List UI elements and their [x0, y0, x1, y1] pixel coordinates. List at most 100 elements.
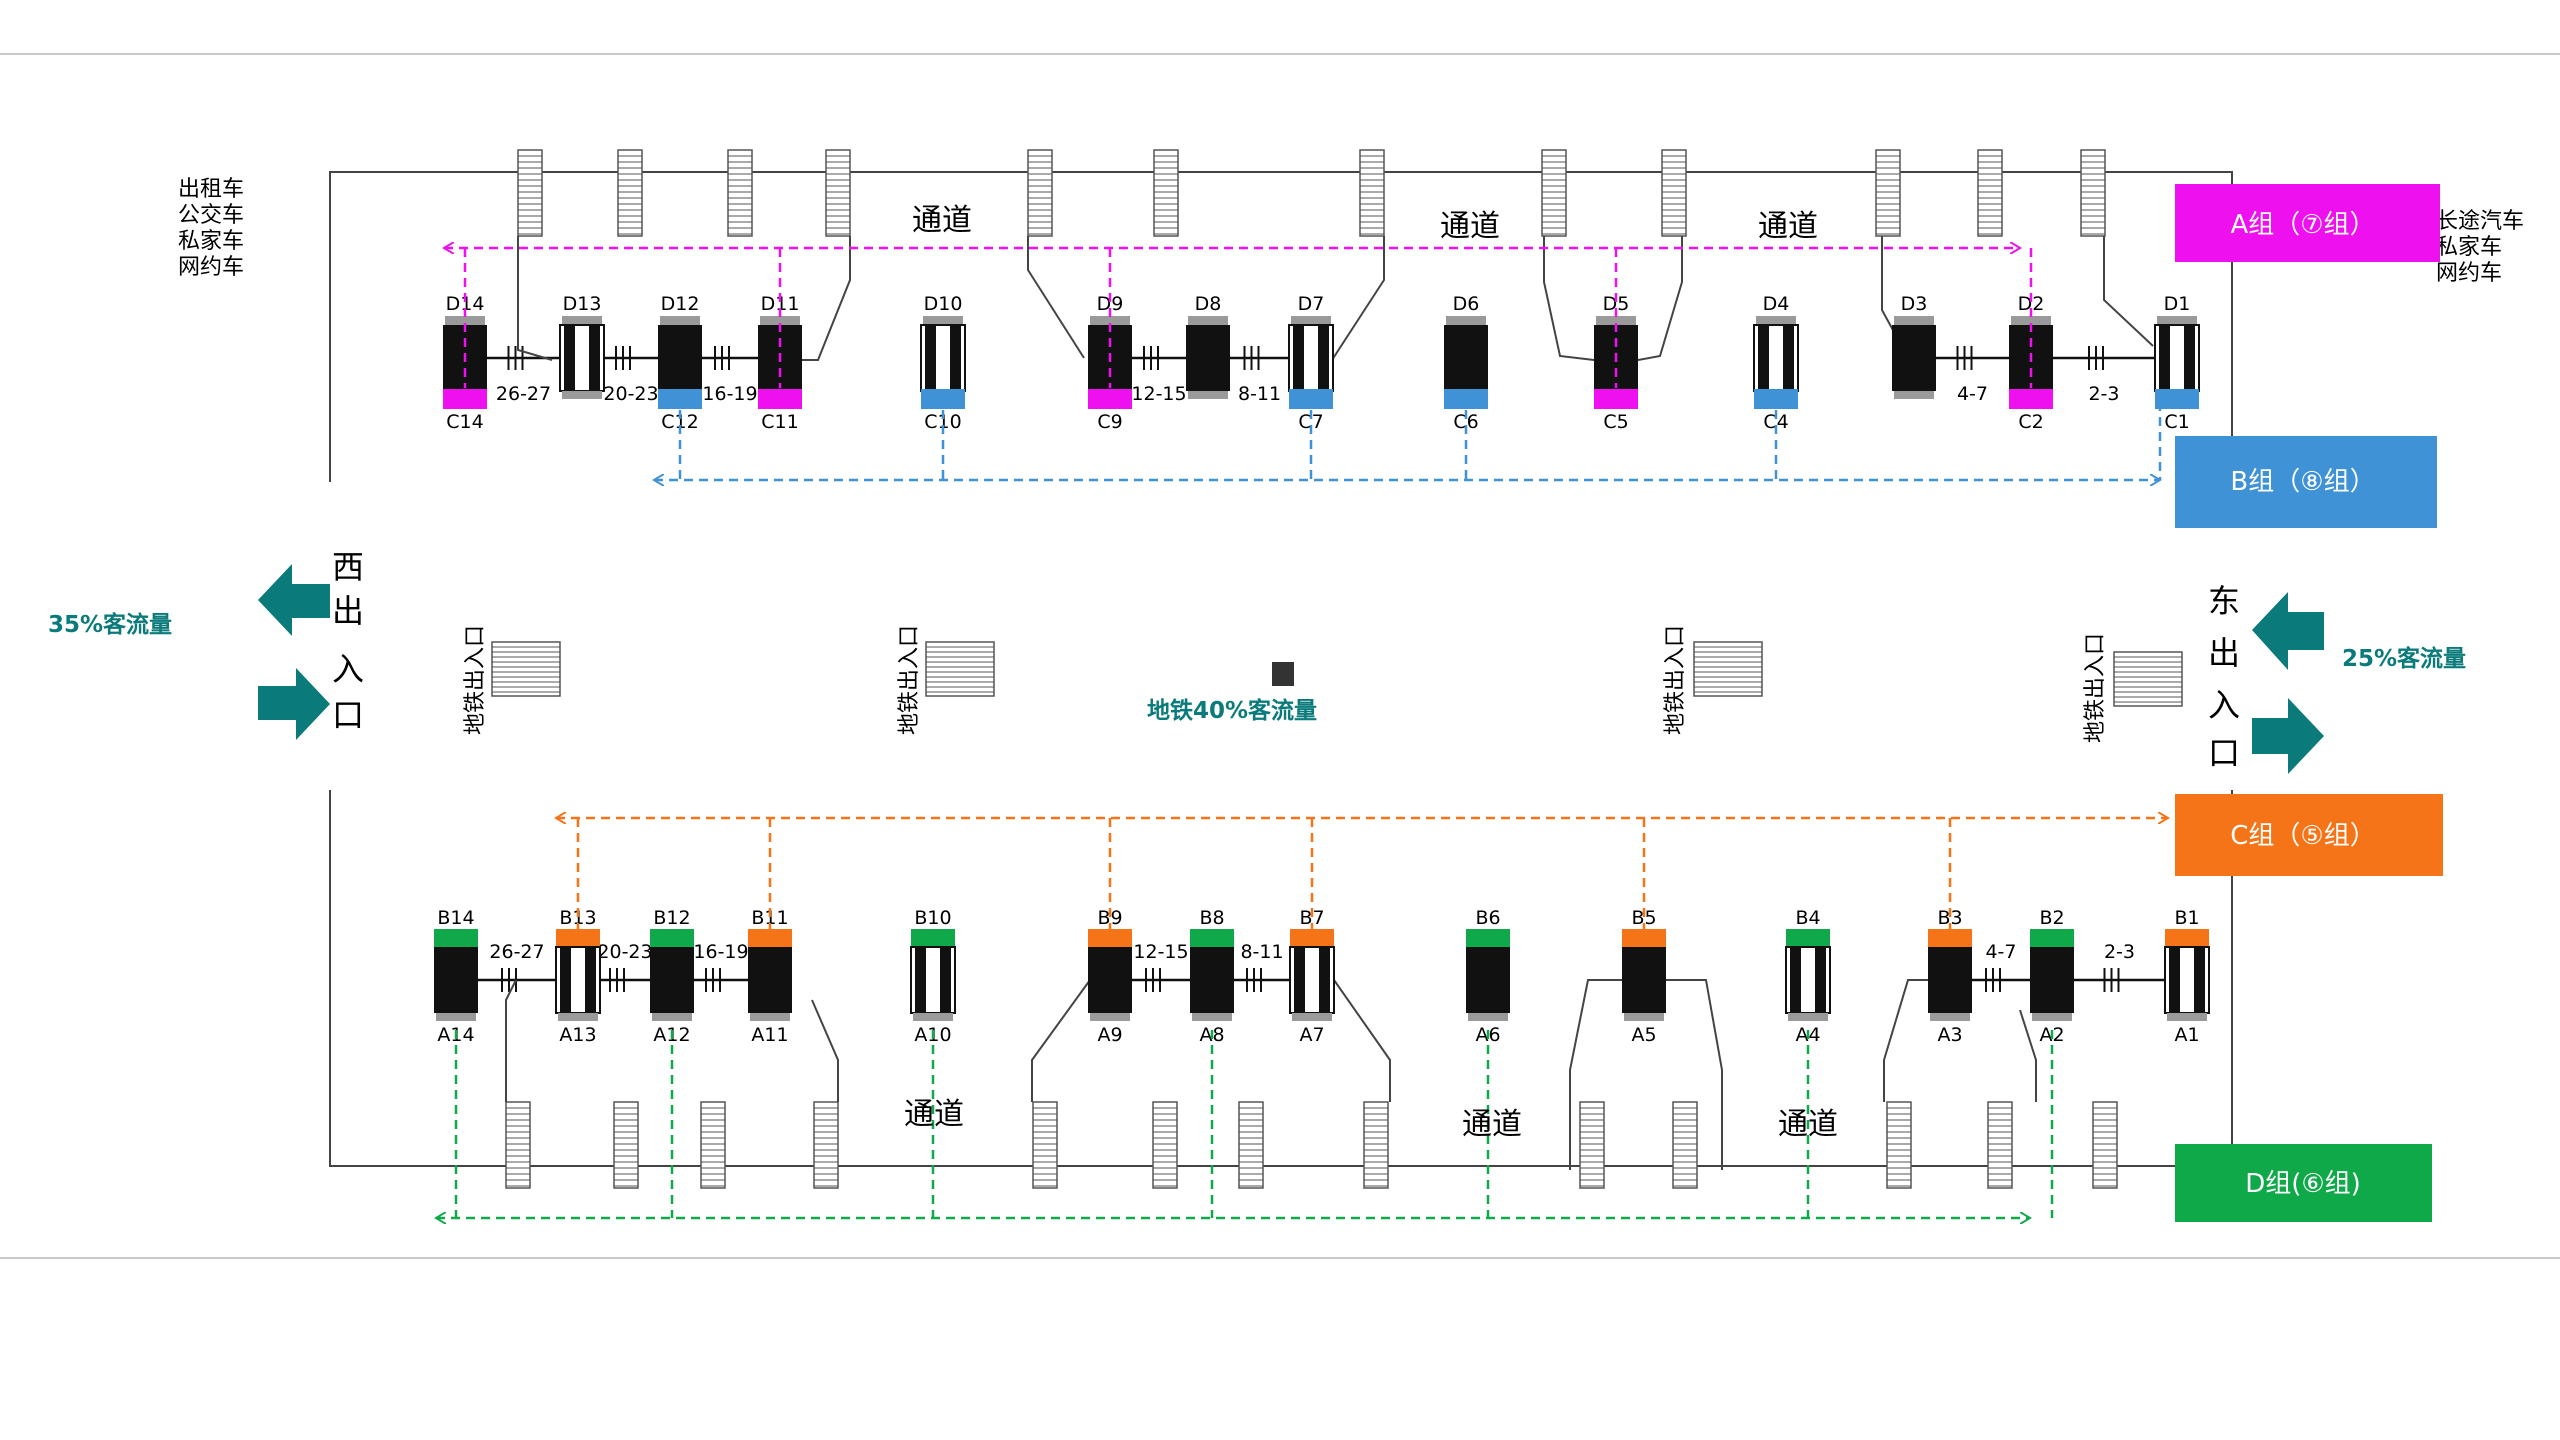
metro-stair-4-frame — [2113, 651, 2183, 707]
stand-upper-label: D13 — [563, 293, 602, 315]
stand-pillar-left — [2169, 947, 2180, 1013]
stand-lower-label: C10 — [924, 411, 961, 433]
top-stair-9-frame — [1661, 149, 1687, 237]
vehicle-right-1: 私家车 — [2436, 235, 2502, 260]
stand-pillar-right — [950, 325, 961, 391]
stand-d13: D13 — [559, 293, 605, 399]
vehicle-list-right: 长途汽车 私家车 网约车 — [2436, 209, 2524, 286]
passage-label-bottom-3: 通道 — [1778, 1107, 1838, 1142]
top-stair-8-frame — [1541, 149, 1567, 237]
stand-group-marker — [911, 929, 955, 949]
stand-body — [1892, 325, 1936, 391]
stand-upper-label: B1 — [2174, 907, 2199, 929]
stand-lower-label: C6 — [1453, 411, 1478, 433]
metro-stair-3 — [1693, 641, 1763, 697]
west-enter-arrow-icon — [258, 668, 330, 740]
stand-pillar-right — [585, 947, 596, 1013]
bottom-stair-4 — [813, 1101, 839, 1189]
bottom-passage-right-a — [1569, 979, 1622, 1170]
top-stair-10 — [1875, 149, 1901, 237]
stand-lower-label: C7 — [1298, 411, 1323, 433]
top-link-2: 20-23 — [603, 346, 659, 405]
stand-b13: B13 A13 — [555, 907, 601, 1046]
vehicle-right-0: 长途汽车 — [2436, 209, 2524, 234]
bottom-passage-mid-b — [1333, 979, 1391, 1102]
bottom-stair-5 — [1032, 1101, 1058, 1189]
stand-upper-label: D3 — [1901, 293, 1928, 315]
stand-group-marker — [1444, 389, 1488, 409]
stand-roof — [562, 316, 602, 325]
stand-base — [558, 1013, 598, 1021]
stand-pillar-right — [940, 947, 951, 1013]
top-link-4: 12-15 — [1131, 346, 1187, 405]
bottom-stair-6 — [1152, 1101, 1178, 1189]
stand-upper-label: B12 — [653, 907, 690, 929]
metro-stair-4 — [2113, 651, 2183, 707]
stand-upper-label: B11 — [751, 907, 788, 929]
bottom-passage-far-a — [1883, 979, 1928, 1102]
link-number-label: 4-7 — [1985, 941, 2016, 963]
bottom-link-7: 2-3 — [2074, 941, 2165, 992]
top-stair-5-frame — [1027, 149, 1053, 237]
stand-pillar-left — [1293, 325, 1304, 391]
stand-lower-label: A13 — [559, 1024, 596, 1046]
group-a-label: A组（⑦组） — [2230, 210, 2375, 240]
jet-bridge-links: 26-27 20-23 16-19 12-15 8-11 4-7 2-3 26-27 20-23… — [478, 236, 2165, 1170]
group-routes — [436, 248, 2168, 1218]
stand-upper-label: D11 — [761, 293, 800, 315]
bottom-passage-mid-a — [1031, 979, 1091, 1102]
metro-entrance-label-2: 地铁出入口 — [897, 625, 922, 735]
bottom-stair-5-frame — [1032, 1101, 1058, 1189]
stand-group-marker — [650, 929, 694, 949]
stand-group-marker — [921, 389, 965, 409]
link-number-label: 26-27 — [496, 383, 551, 405]
stand-upper-label: D10 — [924, 293, 963, 315]
stand-group-marker — [2155, 389, 2199, 409]
stand-upper-label: D4 — [1763, 293, 1790, 315]
vehicle-left-2: 私家车 — [178, 229, 244, 254]
top-stair-1 — [517, 149, 543, 237]
east-gate-char-0: 东 — [2208, 582, 2240, 620]
stand-body — [1088, 947, 1132, 1013]
metro-flow-label: 地铁40%客流量 — [1147, 697, 1317, 724]
metro-entrance-label-1: 地铁出入口 — [463, 625, 488, 735]
top-stair-11 — [1977, 149, 2003, 237]
west-flow-label: 35%客流量 — [48, 611, 172, 638]
stand-upper-label: B2 — [2039, 907, 2064, 929]
metro-stair-2-frame — [925, 641, 995, 697]
stand-base — [750, 1013, 790, 1021]
stand-d3: D3 — [1892, 293, 1936, 399]
stand-upper-label: D7 — [1298, 293, 1325, 315]
top-stair-2-frame — [617, 149, 643, 237]
bottom-passage-left-a — [505, 979, 517, 1102]
stand-base — [1468, 1013, 1508, 1021]
group-a-box: A组（⑦组） — [2175, 184, 2440, 262]
stand-upper-label: B7 — [1299, 907, 1324, 929]
east-gate: 东 出 入 口 25%客流量 — [2208, 582, 2466, 774]
stand-body — [1186, 325, 1230, 391]
metro-stair-3-frame — [1693, 641, 1763, 697]
top-passage-mid-b — [1331, 236, 1385, 361]
stand-b11: B11 A11 — [748, 907, 792, 1046]
link-number-label: 8-11 — [1238, 383, 1281, 405]
stand-lower-label: A1 — [2174, 1024, 2199, 1046]
stand-base — [1930, 1013, 1970, 1021]
stand-base — [1894, 391, 1934, 399]
bottom-stair-1-frame — [505, 1101, 531, 1189]
stand-body — [1466, 947, 1510, 1013]
stand-lower-label: C1 — [2164, 411, 2189, 433]
bottom-stair-2 — [613, 1101, 639, 1189]
stand-pillar-left — [915, 947, 926, 1013]
passage-label-top-1: 通道 — [912, 203, 972, 238]
bottom-stair-6-frame — [1152, 1101, 1178, 1189]
stand-pillar-left — [1790, 947, 1801, 1013]
stand-group-marker — [1088, 929, 1132, 949]
stand-d2: D2 C2 — [2009, 293, 2053, 433]
stand-upper-label: B4 — [1795, 907, 1820, 929]
top-stair-11-frame — [1977, 149, 2003, 237]
